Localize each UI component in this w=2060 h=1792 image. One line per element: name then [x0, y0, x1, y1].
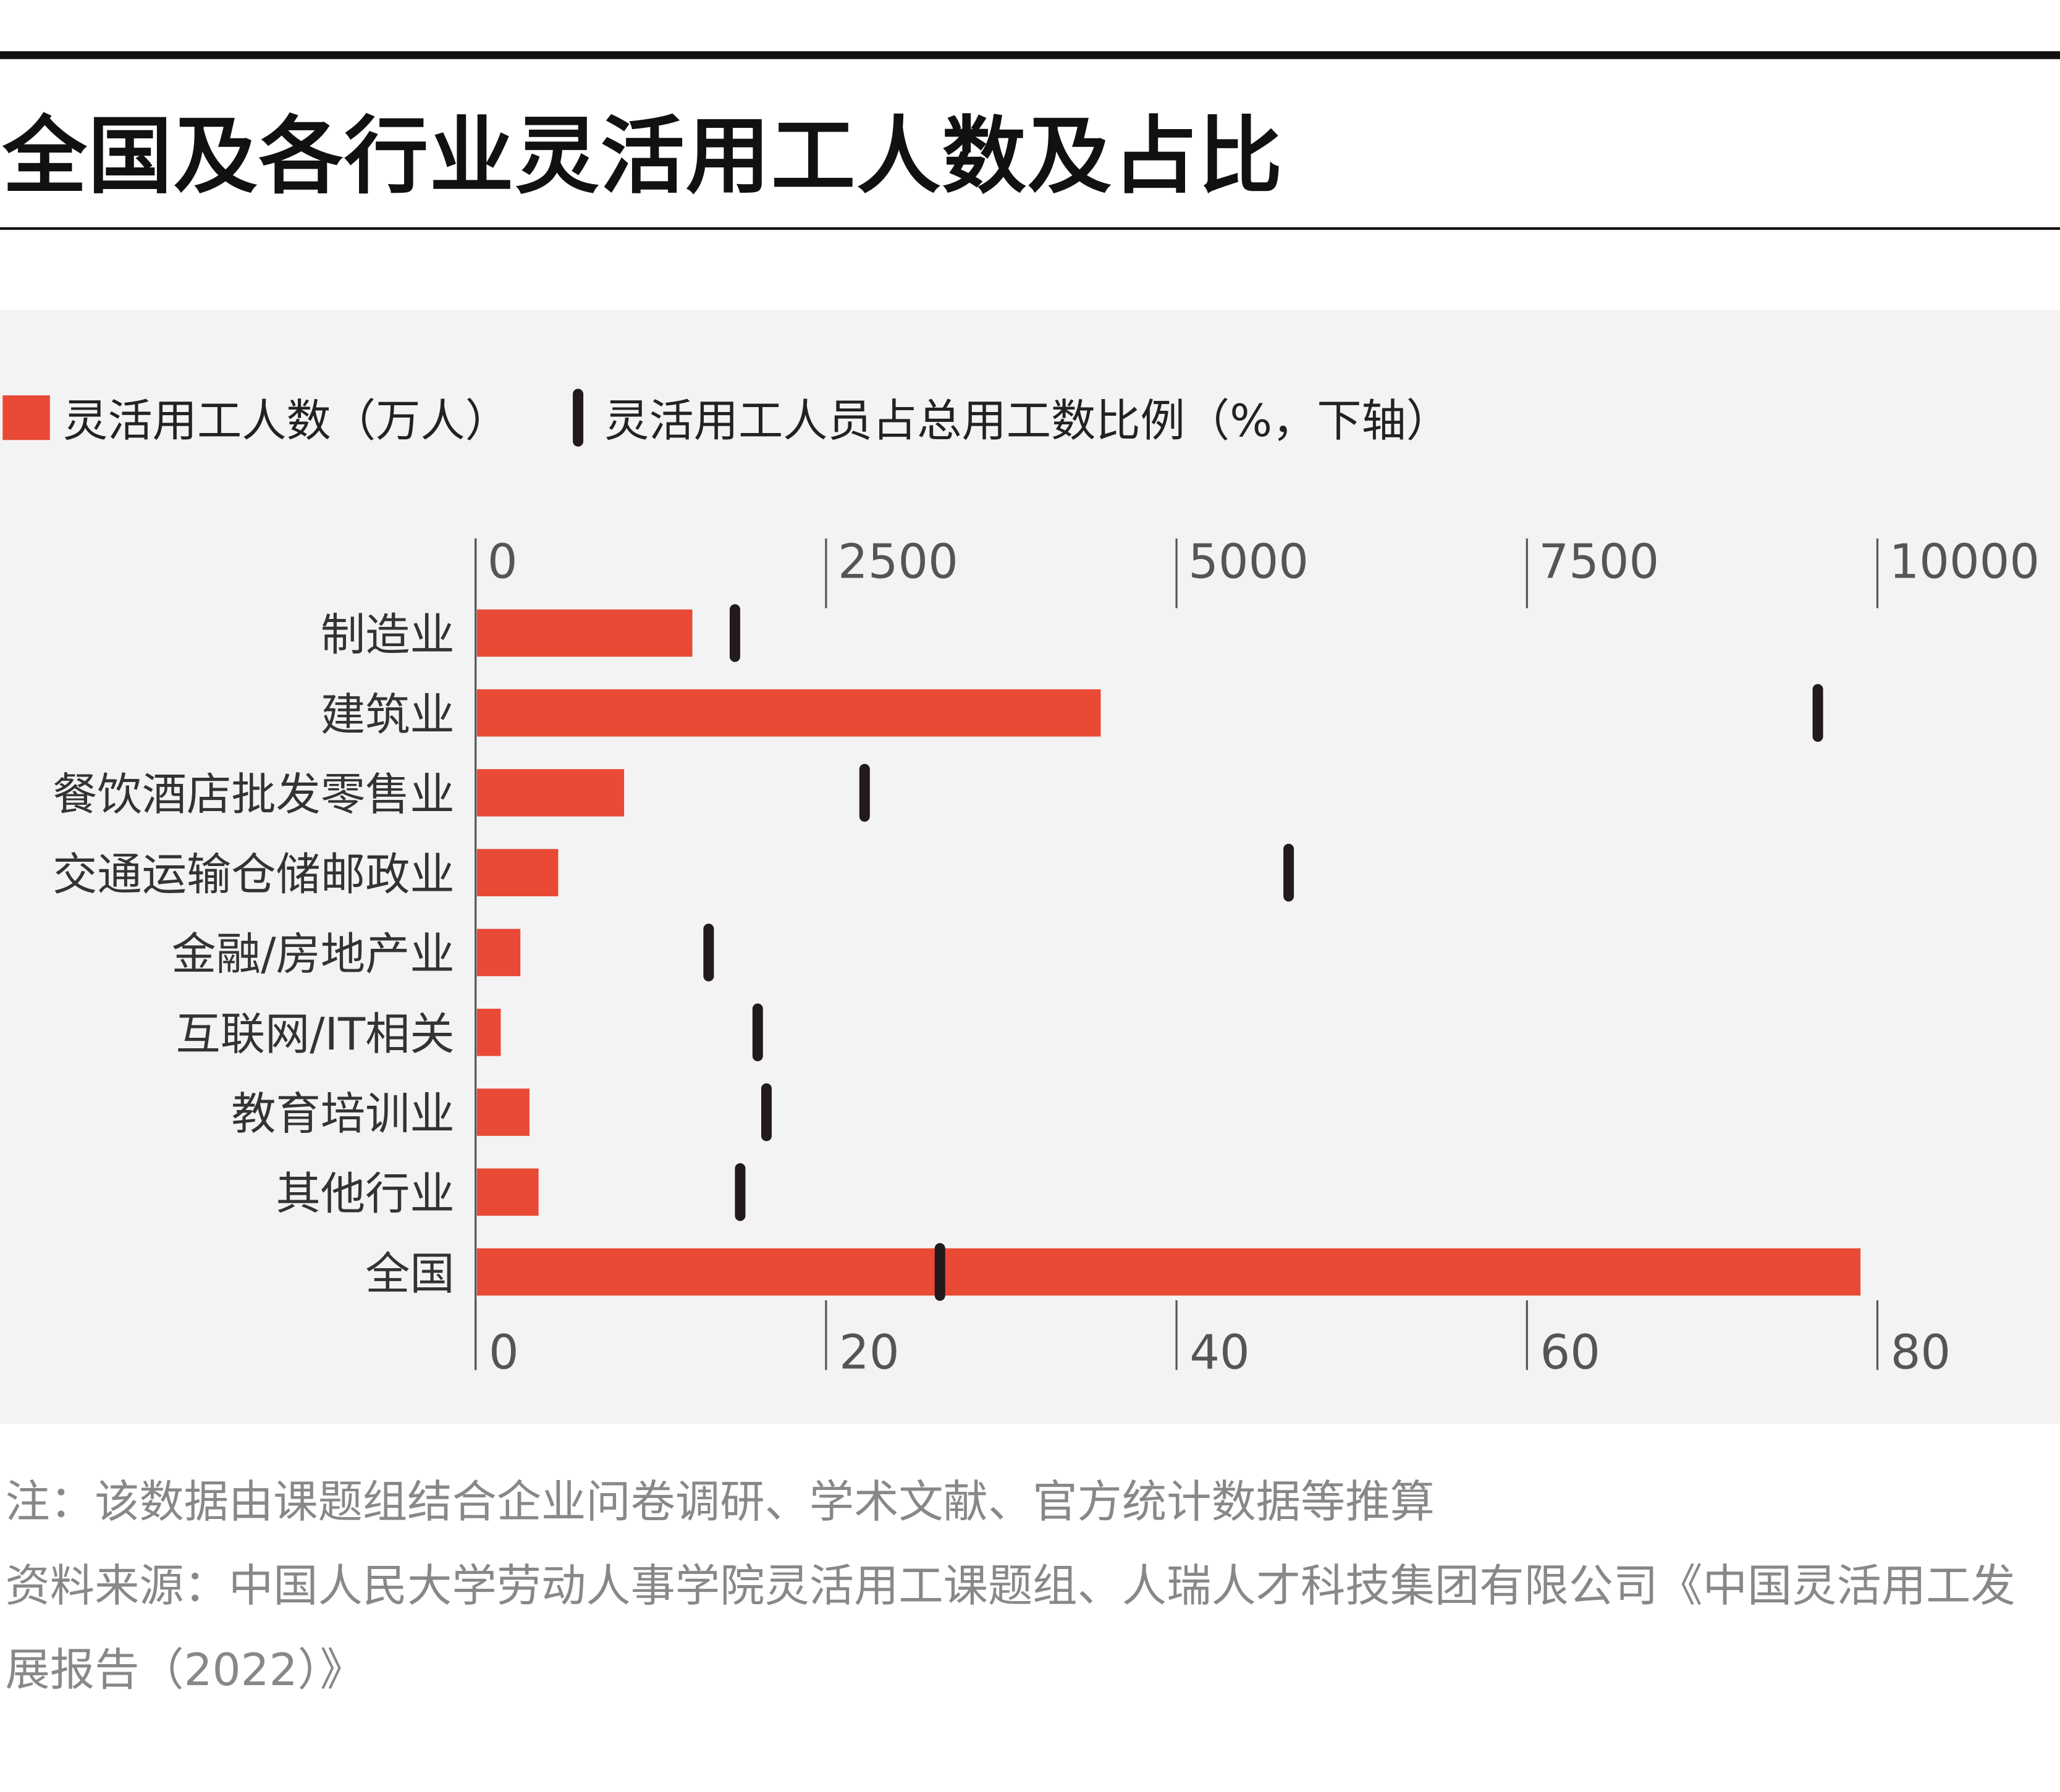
top-axis-tick-label: 7500 — [1539, 535, 1659, 590]
notes: 注：该数据由课题组结合企业问卷调研、学术文献、官方统计数据等推算 资料来源：中国… — [6, 1460, 2055, 1712]
note-text: 注：该数据由课题组结合企业问卷调研、学术文献、官方统计数据等推算 — [5, 1476, 1435, 1529]
category-label: 互联网/IT相关 — [175, 1009, 454, 1061]
bottom-axis-tick-label: 0 — [489, 1326, 519, 1381]
category-label: 制造业 — [321, 610, 455, 662]
legend-marker-label: 灵活用工人员占总用工数比例（%，下轴） — [604, 395, 1451, 448]
chart-title: 全国及各行业灵活用工人数及占比 — [2, 109, 1284, 206]
bottom-axis-tick-label: 40 — [1189, 1326, 1249, 1381]
ratio-marker — [859, 763, 870, 822]
category-label: 餐饮酒店批发零售业 — [53, 769, 455, 821]
bottom-axis-tick-label: 20 — [839, 1326, 899, 1381]
ratio-marker — [729, 604, 740, 662]
top-axis-tick-label: 5000 — [1188, 535, 1309, 590]
bar — [476, 1088, 530, 1136]
legend-bar-swatch — [2, 394, 50, 440]
category-label: 教育培训业 — [231, 1088, 454, 1140]
ratio-marker — [1812, 684, 1823, 742]
bar — [476, 609, 693, 657]
legend-bar-label: 灵活用工人数（万人） — [63, 395, 510, 448]
top-rule — [0, 51, 2060, 59]
category-label: 交通运输仓储邮政业 — [53, 849, 455, 901]
title-rule — [0, 227, 2060, 230]
ratio-marker — [735, 1163, 746, 1221]
ratio-marker — [934, 1243, 945, 1301]
legend: 灵活用工人数（万人） 灵活用工人员占总用工数比例（%，下轴） — [2, 385, 1451, 449]
source-text: 资料来源：中国人民大学劳动人事学院灵活用工课题组、人瑞人才科技集团有限公司《中国… — [5, 1560, 2016, 1697]
ratio-marker — [1283, 843, 1294, 902]
category-label: 建筑业 — [321, 689, 455, 741]
bar — [476, 1168, 539, 1216]
top-axis-tick-label: 0 — [488, 535, 518, 590]
legend-marker-swatch — [573, 388, 584, 446]
bar — [476, 769, 625, 817]
category-label: 全国 — [365, 1248, 455, 1300]
ratio-marker — [761, 1083, 772, 1142]
bar — [476, 1248, 1861, 1296]
ratio-marker — [703, 923, 714, 982]
ratio-marker — [752, 1003, 763, 1062]
category-label: 金融/房地产业 — [172, 929, 455, 981]
chart-panel — [0, 309, 2060, 1424]
category-label: 其他行业 — [276, 1168, 455, 1220]
bar — [476, 1008, 501, 1056]
top-axis-tick-label: 2500 — [838, 535, 958, 590]
top-axis-tick-label: 10000 — [1889, 535, 2040, 590]
bar — [476, 689, 1101, 737]
bottom-axis-tick-label: 80 — [1891, 1326, 1951, 1381]
bar — [476, 849, 559, 896]
bottom-axis-tick-label: 60 — [1540, 1326, 1600, 1381]
bar — [476, 928, 521, 977]
